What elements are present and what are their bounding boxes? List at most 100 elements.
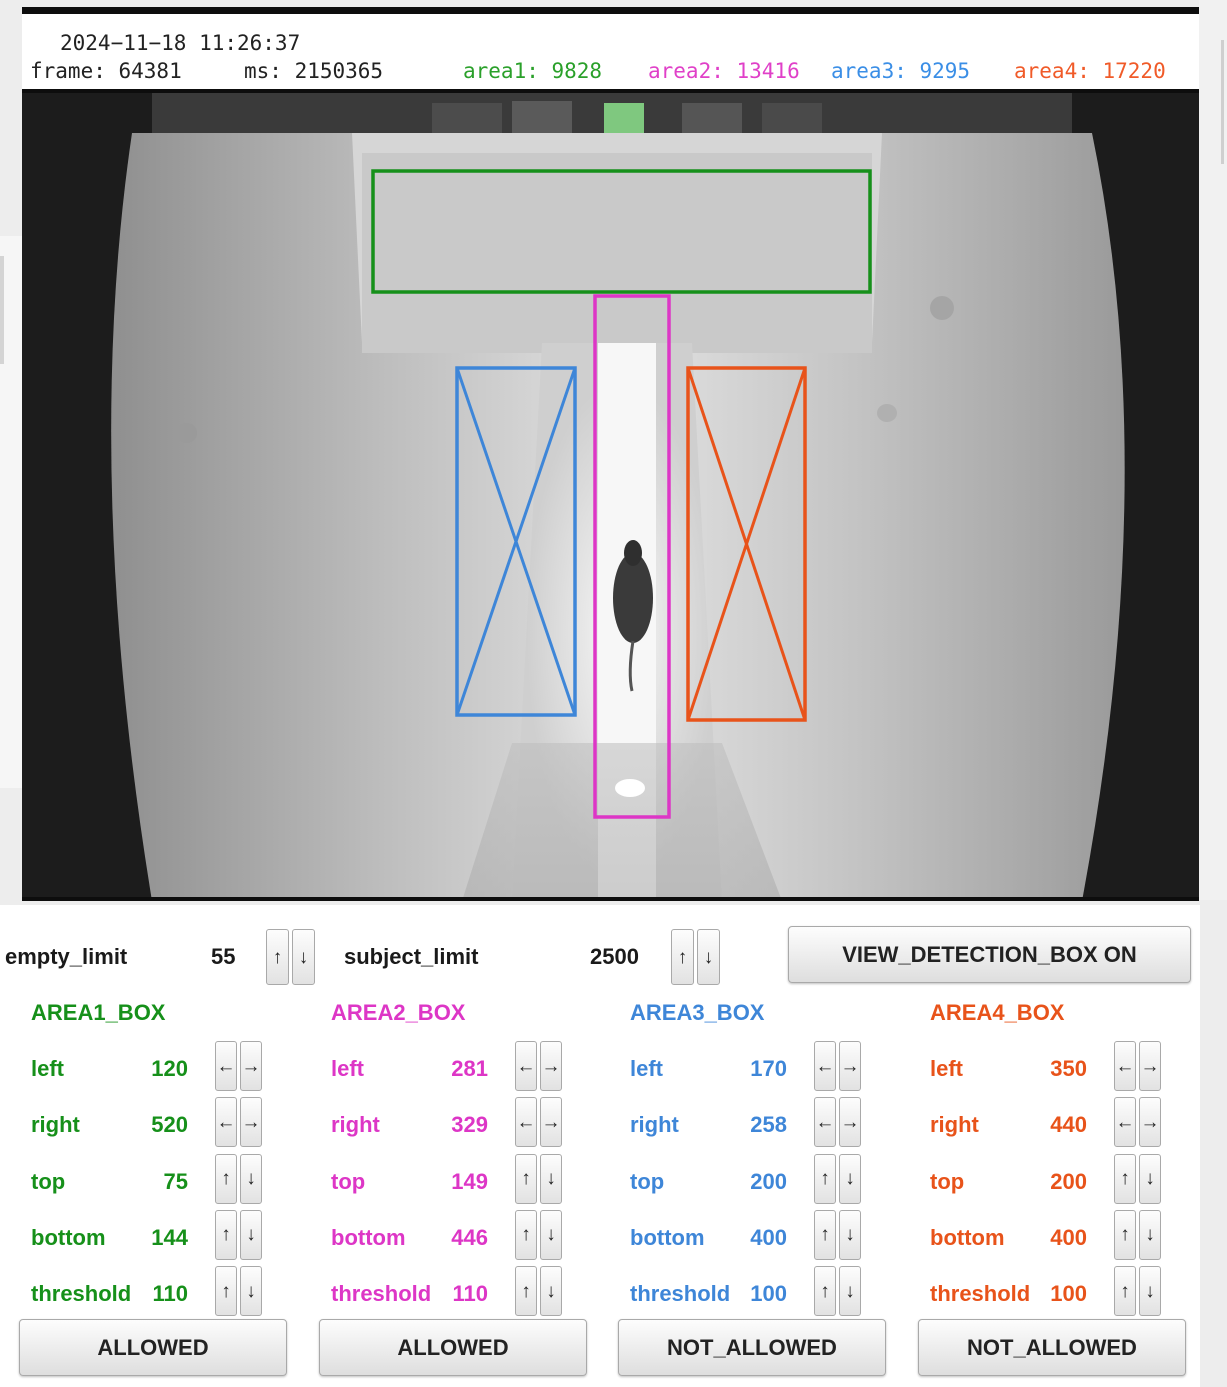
subject-limit-decrease-button[interactable]: ↓ — [697, 929, 720, 985]
area2-right-label: right — [331, 1112, 380, 1138]
timestamp: 2024−11−18 11:26:37 — [60, 31, 301, 55]
area4-bottom-increase-button[interactable]: ↑ — [1114, 1209, 1136, 1260]
camera-feed — [22, 93, 1199, 901]
area4-left-decrease-left-button[interactable]: ← — [1114, 1041, 1136, 1091]
area2-top-stepper: ↑ ↓ — [515, 1153, 565, 1204]
area4-top-increase-button[interactable]: ↑ — [1114, 1153, 1136, 1204]
subject-limit-stepper: ↑ ↓ — [671, 929, 723, 985]
area3-threshold-decrease-button[interactable]: ↓ — [839, 1266, 861, 1317]
area1-threshold-increase-button[interactable]: ↑ — [215, 1266, 237, 1317]
area4-top-decrease-button[interactable]: ↓ — [1139, 1153, 1161, 1204]
area4-count: area4: 17220 — [1014, 59, 1166, 83]
area2-threshold-label: threshold — [331, 1281, 432, 1307]
area2-threshold-increase-button[interactable]: ↑ — [515, 1266, 537, 1317]
area2-top-decrease-button[interactable]: ↓ — [540, 1153, 562, 1204]
area4-threshold-increase-button[interactable]: ↑ — [1114, 1266, 1136, 1317]
area2-threshold-stepper: ↑ ↓ — [515, 1266, 565, 1317]
area2-bottom-increase-button[interactable]: ↑ — [515, 1209, 537, 1260]
area1-left-stepper: ← → — [215, 1041, 265, 1091]
maze-camera-image — [22, 93, 1199, 897]
area4-threshold-decrease-button[interactable]: ↓ — [1139, 1266, 1161, 1317]
area4-permission-toggle-button[interactable]: NOT_ALLOWED — [918, 1319, 1186, 1376]
area3-left-value: 170 — [750, 1056, 787, 1081]
area2-permission-toggle-button[interactable]: ALLOWED — [319, 1319, 587, 1376]
area3-top-decrease-button[interactable]: ↓ — [839, 1153, 861, 1204]
area2-top-increase-button[interactable]: ↑ — [515, 1153, 537, 1204]
area1-left-label: left — [31, 1056, 64, 1081]
empty-limit-stepper: ↑ ↓ — [266, 929, 318, 985]
area4-bottom-decrease-button[interactable]: ↓ — [1139, 1209, 1161, 1260]
area4-bottom-label: bottom — [930, 1224, 1005, 1250]
area4-right-decrease-left-button[interactable]: ← — [1114, 1097, 1136, 1148]
area3-bottom-increase-button[interactable]: ↑ — [814, 1209, 836, 1260]
area2-left-decrease-left-button[interactable]: ← — [515, 1041, 537, 1091]
area1-left-decrease-left-button[interactable]: ← — [215, 1041, 237, 1091]
area2-threshold-decrease-button[interactable]: ↓ — [540, 1266, 562, 1317]
area3-bottom-decrease-button[interactable]: ↓ — [839, 1209, 861, 1260]
area1-bottom-decrease-button[interactable]: ↓ — [240, 1209, 262, 1260]
area3-top-label: top — [630, 1168, 665, 1194]
area2-right-increase-right-button[interactable]: → — [540, 1097, 562, 1148]
area3-left-increase-right-button[interactable]: → — [839, 1041, 861, 1091]
area4-threshold-stepper: ↑ ↓ — [1114, 1266, 1164, 1317]
area2-detection-box — [593, 294, 671, 819]
background-scroll-line — [1221, 40, 1224, 164]
area1-right-decrease-left-button[interactable]: ← — [215, 1097, 237, 1148]
area4-right-value: 440 — [1050, 1112, 1087, 1138]
area4-right-stepper: ← → — [1114, 1097, 1164, 1148]
area2-count: area2: 13416 — [648, 59, 800, 83]
area2-bottom-decrease-button[interactable]: ↓ — [540, 1209, 562, 1260]
area1-right-increase-right-button[interactable]: → — [240, 1097, 262, 1148]
area2-left-label: left — [331, 1056, 364, 1081]
area1-top-increase-button[interactable]: ↑ — [215, 1153, 237, 1204]
area2-threshold-value: 110 — [452, 1281, 489, 1307]
area2-right-decrease-left-button[interactable]: ← — [515, 1097, 537, 1148]
area1-permission-toggle-button[interactable]: ALLOWED — [19, 1319, 287, 1376]
view-detection-box-toggle-button[interactable]: VIEW_DETECTION_BOX ON — [788, 926, 1191, 983]
area1-top-decrease-button[interactable]: ↓ — [240, 1153, 262, 1204]
empty-limit-decrease-button[interactable]: ↓ — [292, 929, 315, 985]
area2-right-value: 329 — [451, 1112, 488, 1138]
area3-bottom-label: bottom — [630, 1224, 705, 1250]
area1-top-value: 75 — [163, 1168, 188, 1194]
area4-threshold-label: threshold — [930, 1281, 1031, 1307]
area1-left-increase-right-button[interactable]: → — [240, 1041, 262, 1091]
area4-right-label: right — [930, 1112, 979, 1138]
area4-left-stepper: ← → — [1114, 1041, 1164, 1091]
area3-right-value: 258 — [750, 1112, 787, 1138]
area4-right-increase-right-button[interactable]: → — [1139, 1097, 1161, 1148]
video-overlay-header: 2024−11−18 11:26:37 frame: 64381 ms: 215… — [22, 7, 1199, 93]
subject-limit-increase-button[interactable]: ↑ — [671, 929, 694, 985]
area2-bottom-stepper: ↑ ↓ — [515, 1209, 565, 1260]
area1-threshold-decrease-button[interactable]: ↓ — [240, 1266, 262, 1317]
area3-permission-toggle-button[interactable]: NOT_ALLOWED — [618, 1319, 886, 1376]
area2-left-value: 281 — [451, 1056, 488, 1081]
area3-right-decrease-left-button[interactable]: ← — [814, 1097, 836, 1148]
area1-right-stepper: ← → — [215, 1097, 265, 1148]
area3-left-label: left — [630, 1056, 663, 1081]
area3-top-increase-button[interactable]: ↑ — [814, 1153, 836, 1204]
area3-threshold-increase-button[interactable]: ↑ — [814, 1266, 836, 1317]
area3-right-increase-right-button[interactable]: → — [839, 1097, 861, 1148]
area3-title: AREA3_BOX — [630, 1000, 765, 1025]
area4-detection-box — [686, 366, 807, 722]
area3-bottom-value: 400 — [750, 1224, 787, 1250]
area4-bottom-stepper: ↑ ↓ — [1114, 1209, 1164, 1260]
area3-left-stepper: ← → — [814, 1041, 864, 1091]
subject-limit-label: subject_limit — [344, 944, 479, 969]
area2-title: AREA2_BOX — [331, 1000, 466, 1025]
area3-left-decrease-left-button[interactable]: ← — [814, 1041, 836, 1091]
area4-top-label: top — [930, 1168, 965, 1194]
area1-bottom-increase-button[interactable]: ↑ — [215, 1209, 237, 1260]
area4-left-increase-right-button[interactable]: → — [1139, 1041, 1161, 1091]
area1-detection-box — [371, 169, 872, 294]
area1-threshold-value: 110 — [152, 1281, 189, 1307]
background-side-tab — [0, 256, 4, 364]
area2-left-increase-right-button[interactable]: → — [540, 1041, 562, 1091]
area1-title: AREA1_BOX — [31, 1000, 166, 1025]
area2-bottom-value: 446 — [451, 1224, 488, 1250]
empty-limit-increase-button[interactable]: ↑ — [266, 929, 289, 985]
area4-top-value: 200 — [1050, 1168, 1087, 1194]
area3-bottom-stepper: ↑ ↓ — [814, 1209, 864, 1260]
area1-left-value: 120 — [151, 1056, 188, 1081]
